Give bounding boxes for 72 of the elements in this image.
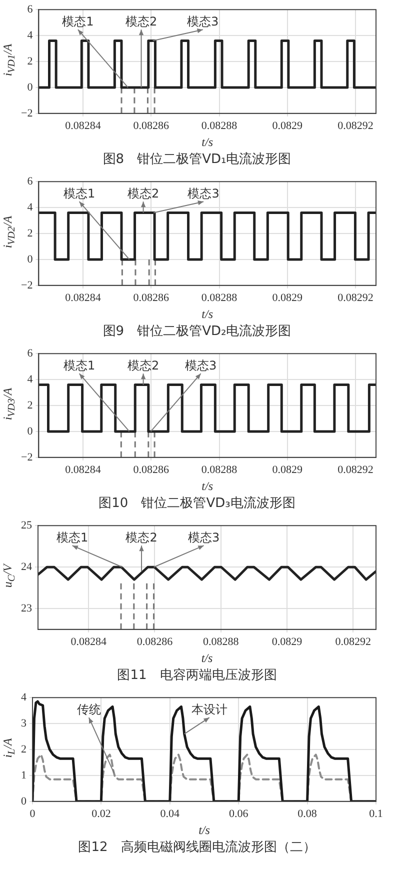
x-axis-title: t/s [201, 650, 213, 665]
annotation: 模态3 [188, 530, 220, 545]
x-axis-title: t/s [202, 478, 214, 493]
annotation: 模态3 [188, 186, 220, 201]
y-tick-label: 0 [27, 81, 34, 94]
x-tick-label: 0.08286 [133, 464, 170, 476]
x-tick-label: 0.08284 [65, 292, 102, 304]
text: 图11 电容两端电压波形图 [116, 667, 278, 685]
x-tick-label: 0.08286 [133, 292, 170, 304]
x-tick-label: 0.08288 [201, 120, 238, 132]
y-tick-label: 6 [27, 175, 34, 188]
x-tick-label: 0.08284 [70, 636, 107, 648]
x-tick-label: 0.06 [228, 808, 249, 820]
y-tick-label: −2 [20, 107, 33, 120]
x-tick-label: 0.08288 [201, 292, 238, 304]
annotation: 模态1 [56, 530, 88, 545]
x-tick-label: 0.08292 [338, 292, 374, 304]
text: 图10 钳位二极管VD₃电流波形图 [98, 495, 296, 513]
annotation: 模态1 [64, 186, 96, 201]
y-tick-label: 25 [21, 519, 32, 532]
x-axis-title: t/s [202, 306, 214, 321]
x-tick-label: 0.08292 [338, 464, 374, 476]
y-tick-label: 6 [27, 347, 34, 360]
x-tick-label: 0.04 [160, 808, 180, 820]
annotation: 模态3 [184, 358, 217, 373]
y-tick-label: 2 [27, 399, 33, 412]
y-tick-label: 0 [27, 253, 34, 266]
annotation: 模态1 [64, 358, 96, 373]
x-tick-label: 0.08 [298, 808, 318, 820]
annotation: 传统 [76, 702, 101, 717]
x-tick-label: 0.0829 [272, 636, 303, 648]
x-tick-label: 0.0829 [272, 292, 304, 304]
y-tick-label: 2 [27, 55, 33, 68]
text: 图8 钳位二极管VD₁电流波形图 [102, 151, 292, 169]
y-tick-label: −2 [20, 279, 33, 292]
y-tick-label: 2 [27, 227, 33, 240]
annotation: 模态1 [62, 14, 94, 29]
annotation: 模态2 [127, 186, 160, 201]
x-tick-label: 0.0829 [272, 120, 304, 132]
y-tick-label: 4 [27, 373, 34, 386]
y-tick-label: 1 [21, 769, 26, 782]
y-tick-label: −2 [20, 451, 33, 464]
y-tick-label: 4 [21, 691, 27, 704]
x-axis-title: t/s [198, 822, 210, 837]
x-tick-label: 0.08292 [338, 120, 374, 132]
annotation: 模态2 [126, 530, 158, 545]
text: 图9 钳位二极管VD₂电流波形图 [102, 323, 292, 341]
annotation: 模态3 [187, 14, 219, 29]
x-tick-label: 0.08284 [65, 120, 102, 132]
y-tick-label: 23 [21, 602, 32, 615]
text: 图12 高频电磁阀线圈电流波形图（二） [77, 839, 317, 857]
annotation: 模态2 [125, 14, 158, 29]
y-tick-label: 2 [21, 743, 26, 756]
y-tick-label: 6 [27, 3, 34, 16]
y-tick-label: 4 [27, 29, 34, 42]
x-tick-label: 0.08292 [335, 636, 372, 648]
x-tick-label: 0.08286 [133, 120, 170, 132]
x-tick-label: 0.02 [92, 808, 111, 820]
y-tick-label: 0 [21, 795, 27, 808]
y-tick-label: 3 [21, 717, 27, 730]
x-tick-label: 0.08288 [203, 636, 240, 648]
x-axis-title: t/s [202, 134, 214, 149]
x-tick-label: 0.0829 [272, 464, 304, 476]
annotation: 本设计 [191, 702, 228, 717]
x-tick-label: 0.08286 [136, 636, 174, 648]
annotation: 模态2 [127, 358, 160, 373]
x-tick-label: 0.08288 [201, 464, 238, 476]
y-tick-label: 4 [27, 201, 34, 214]
y-tick-label: 24 [21, 561, 32, 574]
y-tick-label: 0 [27, 425, 34, 438]
x-tick-label: 0.1 [369, 808, 383, 820]
x-tick-label: 0.08284 [65, 464, 102, 476]
